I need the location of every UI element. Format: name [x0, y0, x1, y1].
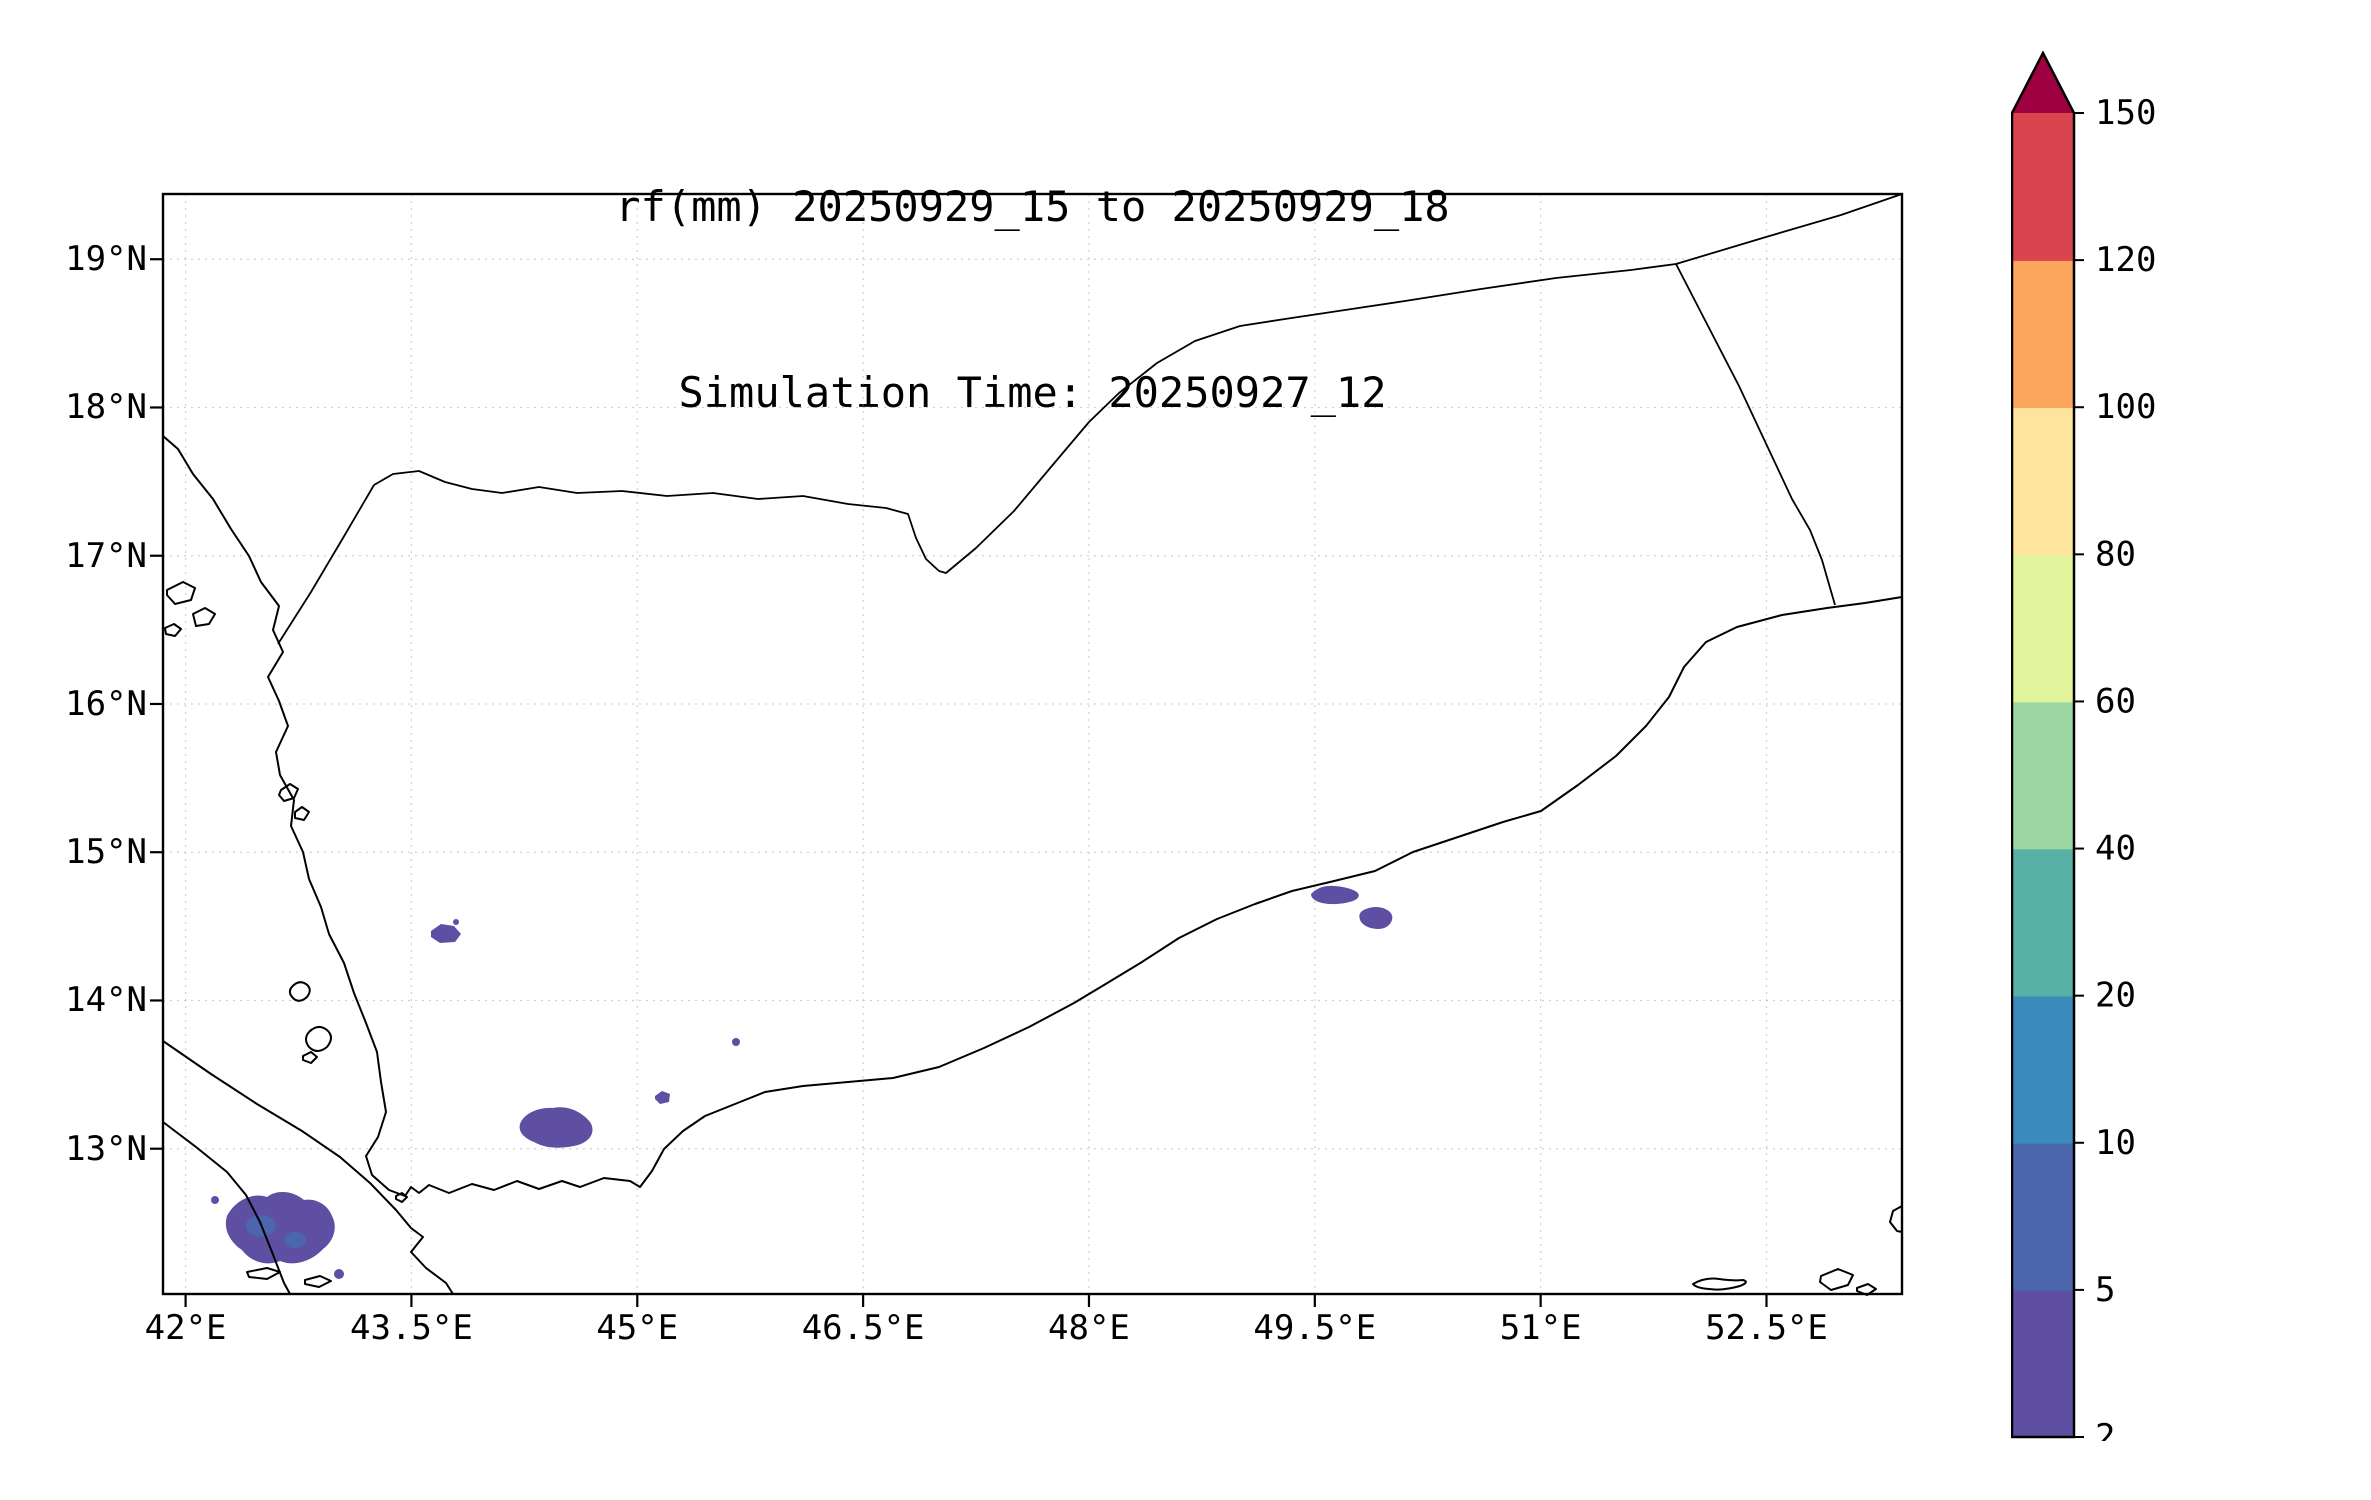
rain-speck: [453, 919, 459, 925]
tick-layer: [150, 258, 1768, 1307]
colorbar-label: 40: [2095, 829, 2136, 869]
y-tick-label: 16°N: [65, 683, 147, 724]
y-tick-label: 19°N: [65, 239, 147, 280]
colorbar-segment: [2012, 1142, 2074, 1291]
island-zuqar: [288, 981, 311, 1002]
colorbar-label: 80: [2095, 534, 2136, 574]
colorbar-label: 2: [2095, 1417, 2115, 1441]
plot-title: rf(mm) 20250929_15 to 20250929_18 Simula…: [163, 52, 1902, 548]
rain-speck: [211, 1196, 219, 1204]
rain-patch: [225, 1191, 335, 1264]
rain-patch: [1359, 907, 1393, 929]
colorbar-segment: [2012, 113, 2074, 261]
island-se-small: [1856, 1283, 1877, 1296]
map-plot: [133, 184, 1933, 1324]
x-tick-label: 49.5°E: [1253, 1308, 1377, 1348]
y-tick-label: 15°N: [65, 832, 147, 873]
x-axis-tick-labels: 42°E 43.5°E 45°E 46.5°E 48°E 49.5°E 51°E 52.5°E: [145, 1308, 1902, 1358]
colorbar-label: 100: [2095, 387, 2156, 427]
y-tick-label: 17°N: [65, 535, 147, 576]
island-farasan: [192, 607, 216, 627]
y-tick-label: 14°N: [65, 980, 147, 1021]
plot-frame: [161, 192, 1904, 1296]
colorbar-label: 120: [2095, 240, 2156, 280]
coastline-africa-south: [162, 1121, 291, 1295]
rain-patch-core: [284, 1232, 306, 1248]
colorbar-segment: [2012, 848, 2074, 997]
border-yemen-oman: [1675, 263, 1836, 606]
colorbar-segment: [2012, 407, 2074, 556]
border-saudi-yemen: [373, 263, 1677, 574]
colorbar-svg: 2 5 10 20 40 60 80 100 120 150: [2011, 51, 2156, 1441]
rain-patch: [1311, 885, 1359, 905]
rain-speck: [732, 1038, 740, 1046]
island-se-small: [1819, 1268, 1854, 1291]
colorbar-segment: [2012, 554, 2074, 703]
rain-layer: [211, 885, 1393, 1279]
island-sw-small: [246, 1267, 281, 1280]
colorbar-label: 150: [2095, 93, 2156, 133]
x-tick-label: 51°E: [1499, 1308, 1582, 1348]
grid-layer: [163, 194, 1902, 1294]
colorbar-segment: [2012, 701, 2074, 850]
island-sw-small: [304, 1275, 332, 1288]
coastline-arabia: [162, 435, 1903, 1197]
border-saudi-oman: [1675, 193, 1903, 265]
colorbar-segment: [2012, 260, 2074, 409]
colorbar: 2 5 10 20 40 60 80 100 120 150: [2011, 51, 2241, 1441]
x-tick-label: 46.5°E: [801, 1308, 925, 1348]
y-tick-label: 18°N: [65, 387, 147, 428]
plot-title-line2: Simulation Time: 20250927_12: [678, 368, 1387, 417]
colorbar-label: 10: [2095, 1123, 2136, 1163]
island-hanish: [305, 1026, 332, 1052]
rain-patch: [655, 1091, 670, 1104]
map-svg: [150, 192, 1904, 1307]
plot-title-line1: rf(mm) 20250929_15 to 20250929_18: [615, 182, 1450, 231]
island-kamaran: [278, 783, 299, 802]
x-tick-label: 42°E: [144, 1308, 227, 1348]
island-farasan: [166, 581, 196, 605]
rain-speck: [334, 1269, 344, 1279]
border-saudi-yemen-coastal: [277, 484, 375, 645]
x-tick-label: 45°E: [596, 1308, 679, 1348]
island-small: [302, 1051, 318, 1064]
island-farasan: [164, 623, 182, 637]
coastline-africa: [162, 1040, 454, 1295]
island-se-small: [1692, 1277, 1747, 1291]
x-tick-label: 43.5°E: [350, 1308, 473, 1348]
island-small: [294, 806, 310, 821]
coast-layer: [162, 193, 1903, 1296]
colorbar-label: 60: [2095, 681, 2136, 721]
rain-patch: [431, 924, 461, 943]
rain-patch: [519, 1107, 593, 1148]
colorbar-label: 5: [2095, 1270, 2115, 1310]
colorbar-label: 20: [2095, 976, 2136, 1016]
colorbar-outline: [2011, 51, 2076, 1439]
y-axis-tick-labels: 19°N 18°N 17°N 16°N 15°N 14°N 13°N: [0, 194, 147, 1294]
y-tick-label: 13°N: [65, 1128, 147, 1169]
colorbar-segment: [2012, 1289, 2074, 1438]
x-tick-label: 52.5°E: [1705, 1308, 1828, 1348]
coast-right-edge: [1889, 1205, 1903, 1233]
island-perim: [395, 1192, 408, 1203]
colorbar-segment: [2012, 995, 2074, 1144]
colorbar-over-triangle: [2012, 53, 2074, 113]
x-tick-label: 48°E: [1048, 1308, 1130, 1348]
